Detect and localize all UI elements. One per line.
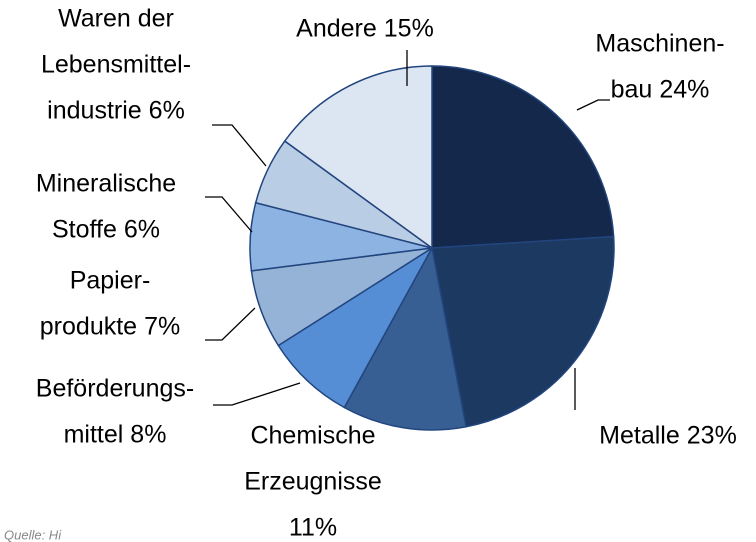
slice-label: Maschinen-	[595, 30, 724, 58]
leader-line	[212, 124, 267, 167]
pie-slice	[431, 235, 615, 428]
value-label: 7%	[144, 313, 180, 341]
value-label: 6%	[149, 97, 185, 125]
slice-label: mittel	[64, 421, 124, 449]
value-label: 23%	[687, 422, 737, 450]
slice-label: Andere	[296, 15, 377, 43]
slice-label: industrie	[47, 97, 142, 125]
value-label: 11%	[289, 514, 337, 542]
leader-line	[576, 99, 610, 111]
pie-slice	[431, 65, 615, 249]
leader-line	[213, 382, 301, 406]
value-label: 6%	[124, 216, 160, 244]
pie-slice	[343, 245, 467, 431]
slice-label: produkte	[40, 313, 137, 341]
slice-label: Papier-	[70, 267, 151, 295]
leader-line	[205, 196, 253, 233]
slice-label: Metalle	[599, 422, 680, 450]
slice-label: Stoffe	[52, 216, 117, 244]
source: Quelle: Hi	[4, 527, 62, 542]
slice-label: bau	[611, 76, 653, 104]
slice-label: Erzeugnisse	[244, 468, 382, 496]
value-label: 24%	[659, 76, 709, 104]
slice-label: Mineralische	[36, 170, 176, 198]
pie-slice	[283, 65, 433, 250]
leader-line	[205, 307, 256, 341]
slice-label: Chemische	[250, 422, 375, 450]
value-label: 8%	[130, 421, 166, 449]
slice-label: Waren der	[58, 5, 174, 33]
pie-slice	[277, 247, 433, 409]
slice-label: Lebensmittel-	[41, 51, 191, 79]
value-label: 15%	[384, 15, 434, 43]
slice-label: Beförderungs-	[36, 375, 194, 403]
